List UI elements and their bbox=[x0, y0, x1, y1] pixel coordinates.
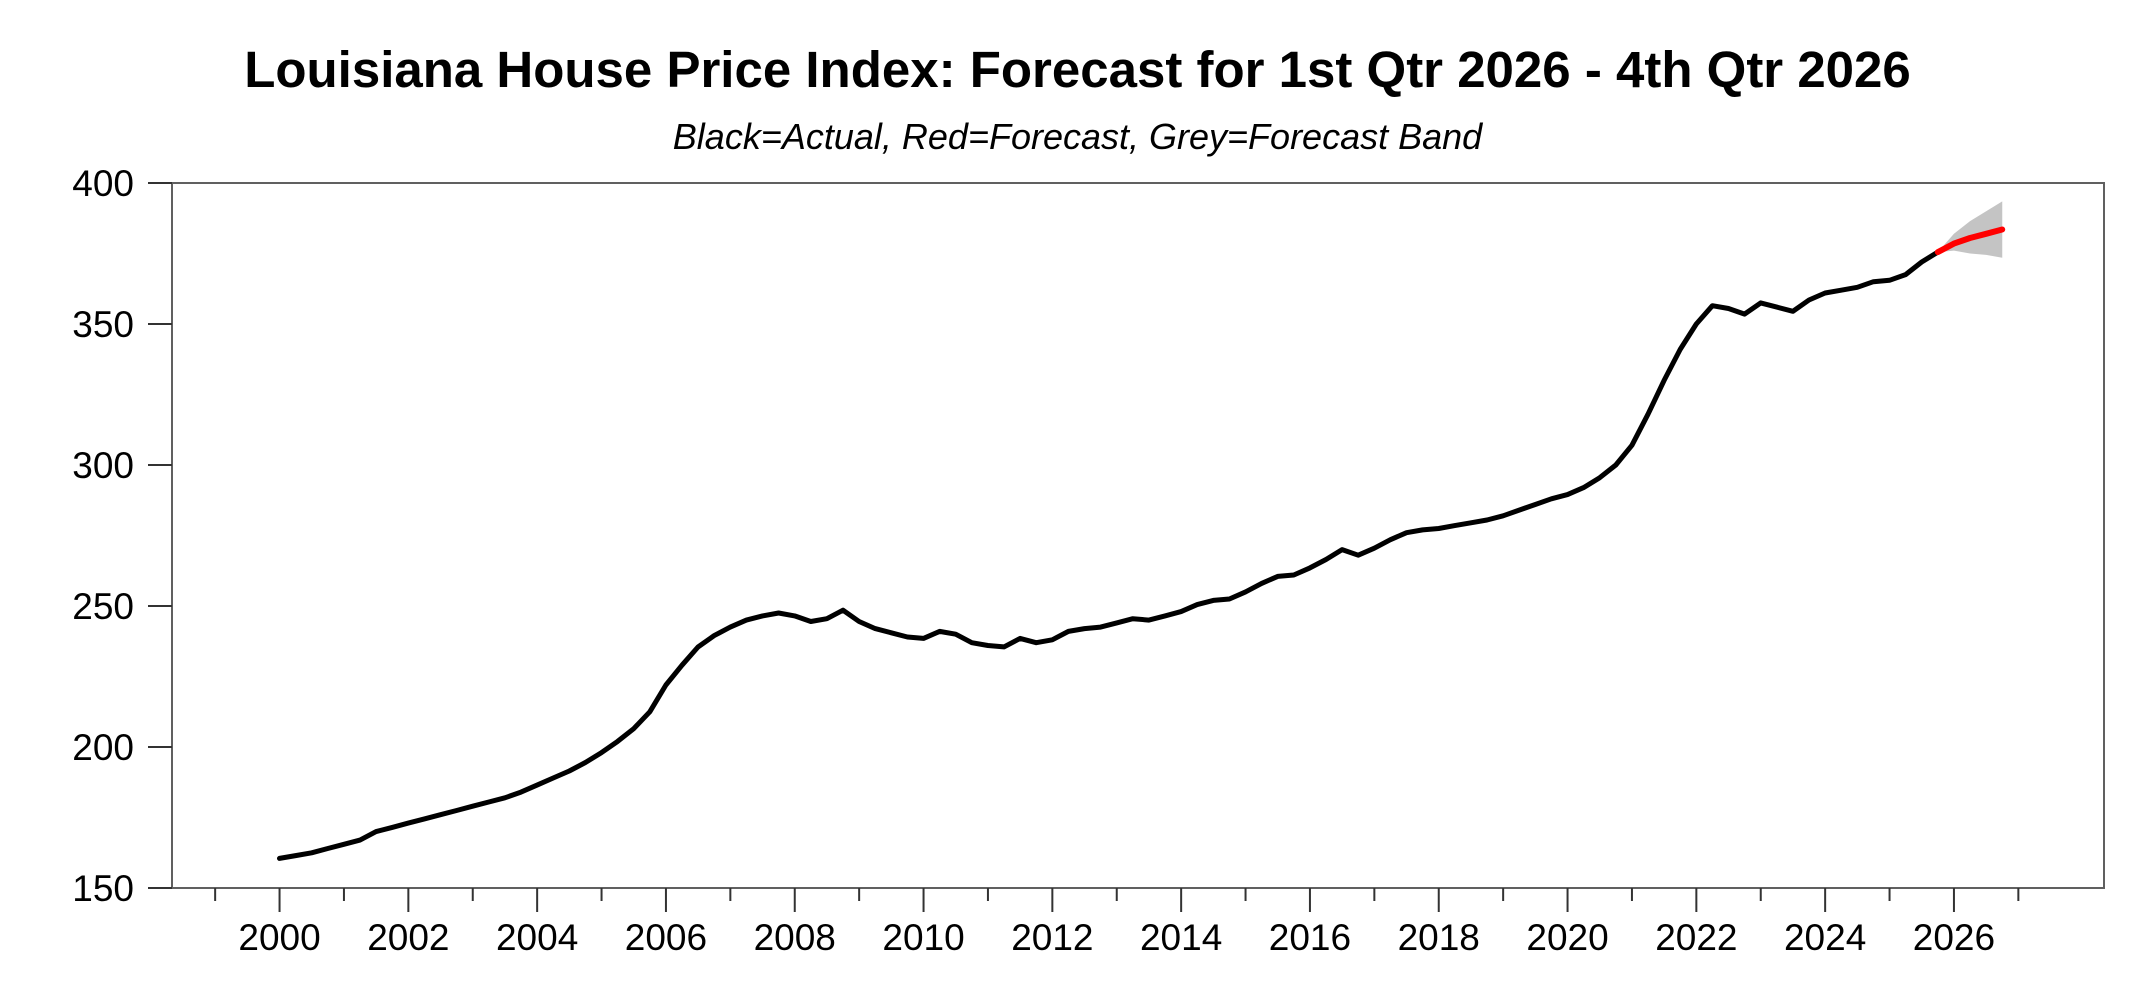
y-tick-label: 250 bbox=[72, 586, 134, 627]
y-tick-label: 400 bbox=[72, 163, 134, 204]
x-tick-label: 2026 bbox=[1913, 917, 1995, 958]
x-tick-label: 2012 bbox=[1011, 917, 1093, 958]
x-tick-label: 2022 bbox=[1655, 917, 1737, 958]
y-tick-label: 300 bbox=[72, 445, 134, 486]
x-tick-label: 2000 bbox=[238, 917, 320, 958]
y-tick-label: 200 bbox=[72, 727, 134, 768]
x-tick-label: 2004 bbox=[496, 917, 578, 958]
x-tick-label: 2002 bbox=[367, 917, 449, 958]
x-tick-label: 2010 bbox=[882, 917, 964, 958]
x-tick-label: 2020 bbox=[1526, 917, 1608, 958]
actual-line bbox=[277, 249, 1941, 861]
x-tick-label: 2006 bbox=[625, 917, 707, 958]
chart-subtitle: Black=Actual, Red=Forecast, Grey=Forecas… bbox=[672, 116, 1483, 157]
chart-title: Louisiana House Price Index: Forecast fo… bbox=[244, 41, 1911, 98]
x-tick-label: 2024 bbox=[1784, 917, 1866, 958]
y-tick-label: 350 bbox=[72, 304, 134, 345]
y-tick-label: 150 bbox=[72, 868, 134, 909]
x-tick-label: 2014 bbox=[1140, 917, 1222, 958]
x-tick-label: 2018 bbox=[1398, 917, 1480, 958]
x-tick-label: 2016 bbox=[1269, 917, 1351, 958]
forecast-line bbox=[1934, 226, 2006, 256]
x-tick-label: 2008 bbox=[754, 917, 836, 958]
plot-border bbox=[171, 182, 2105, 889]
